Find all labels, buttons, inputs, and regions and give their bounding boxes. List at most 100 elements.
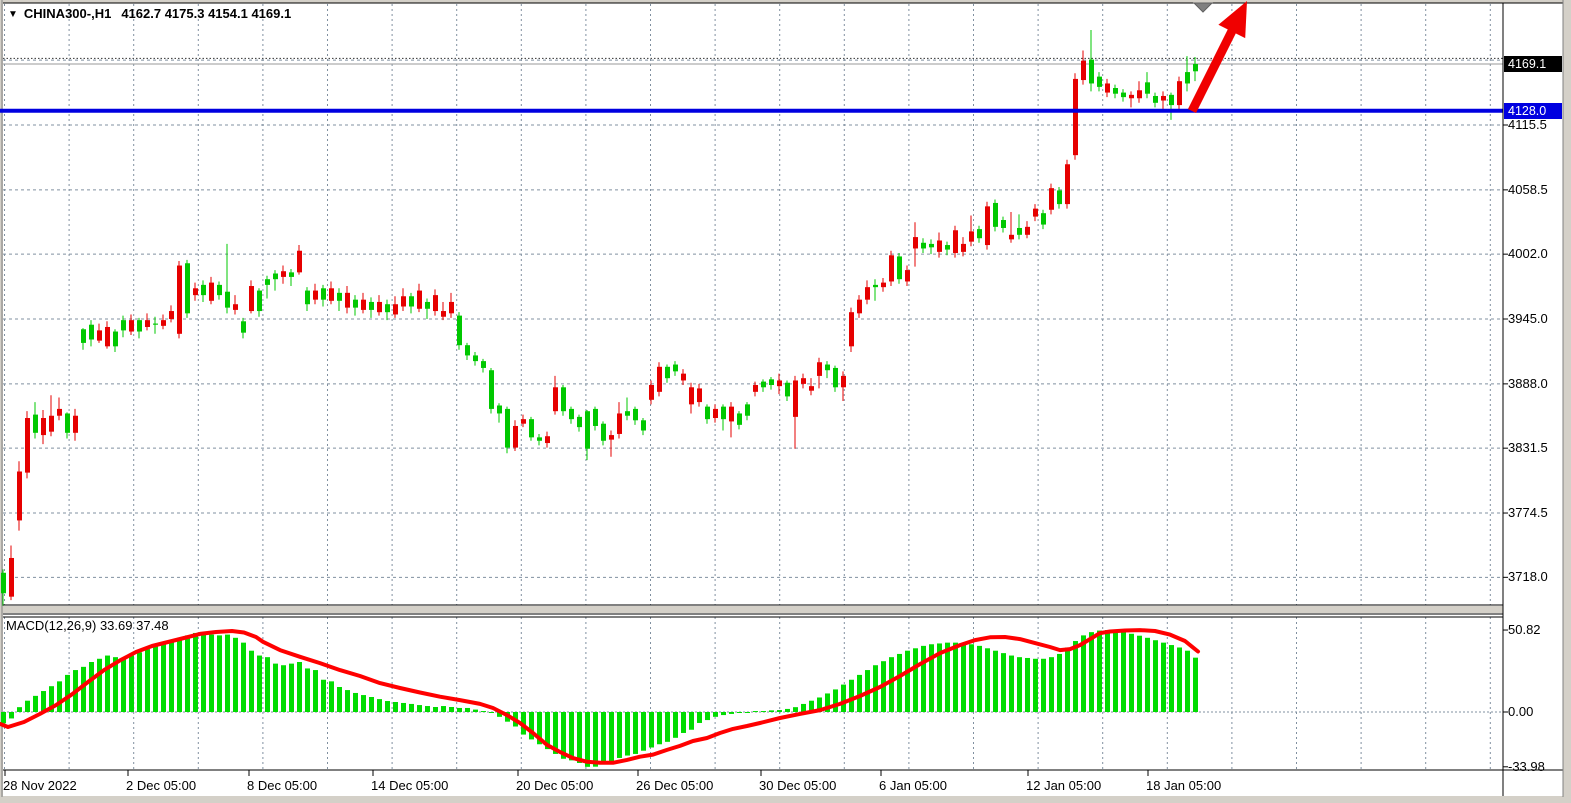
candle-bearish [25,418,30,473]
candle-bearish [881,282,886,288]
candle-bearish [1073,78,1078,156]
macd-bar [1073,641,1078,712]
macd-bar [449,707,454,712]
candle-bullish [641,420,646,431]
candle-bullish [873,284,878,288]
candle-bearish [73,415,78,433]
macd-bar [793,707,798,712]
macd-bar [905,650,910,712]
macd-bar [17,707,22,712]
macd-bar [657,712,662,745]
current-price-badge: 4169.1 [1504,56,1562,72]
macd-bar [889,657,894,712]
candle-bullish [673,364,678,372]
price-axis-label: 3831.5 [1508,440,1548,456]
macd-bar [361,695,366,712]
candle-bearish [937,240,942,252]
candle-bullish [65,413,70,433]
candle-bearish [841,375,846,388]
candle-bearish [617,413,622,434]
macd-bar [281,665,286,712]
macd-bar [417,705,422,712]
candle-bullish [993,202,998,227]
macd-histogram [1,630,1198,767]
macd-bar [1105,630,1110,712]
candle-bearish [1065,164,1070,205]
macd-bar [553,712,558,754]
price-axis-label: 3888.0 [1508,375,1548,391]
candle-bullish [537,437,542,441]
macd-bar [33,695,38,712]
macd-bar [353,692,358,712]
macd-bar [537,712,542,745]
candle-bearish [1177,81,1182,106]
candle-bullish [945,245,950,250]
candle-bullish [505,408,510,448]
macd-bar [433,707,438,712]
macd-bar [649,712,654,748]
down-triangle-marker[interactable] [1192,2,1214,13]
candle-bullish [289,272,294,277]
candle-bearish [865,287,870,300]
macd-bar [465,707,470,712]
candle-bearish [1105,83,1110,93]
candle-bullish [1185,72,1190,84]
macd-bar [1065,647,1070,712]
macd-bar [185,635,190,712]
macd-bar [697,712,702,723]
candle-bullish [721,406,726,420]
macd-value: 33.69 [99,618,133,633]
macd-bar [857,674,862,712]
macd-bar [601,712,606,763]
time-axis-label: 30 Dec 05:00 [759,778,837,793]
candle-bearish [889,255,894,282]
macd-bar [97,658,102,712]
candle-bullish [1041,213,1046,225]
candle-bullish [633,408,638,421]
macd-bar [377,699,382,712]
macd-bar [681,712,686,733]
time-axis-label: 2 Dec 05:00 [126,778,197,793]
candle-bearish [9,557,14,597]
macd-bar [1097,630,1102,712]
price-axis-label: 4002.0 [1508,246,1548,262]
candle-bearish [209,282,214,301]
candle-bearish [41,418,46,436]
macd-bar [1001,653,1006,712]
macd-signal-line [0,628,1200,765]
candle-bullish [153,323,158,325]
trend-arrow-shaft[interactable] [1187,24,1239,114]
pane-separator[interactable] [3,606,1503,613]
macd-bar [409,703,414,712]
candle-bearish [249,286,254,312]
candlestick-series [1,29,1198,606]
symbol-dropdown-icon[interactable]: ▼ [8,9,18,20]
macd-bar [713,712,718,717]
macd-bar [1025,657,1030,712]
candle-bullish [561,387,566,412]
macd-bar [737,712,742,713]
candle-bullish [1,572,6,594]
macd-bar [385,701,390,712]
time-axis-label: 12 Jan 05:00 [1026,778,1102,793]
macd-bar [721,712,726,716]
macd-bar [121,657,126,712]
candle-bullish [929,243,934,248]
candle-bearish [417,290,422,309]
candle-bullish [1113,88,1118,94]
trend-arrow-head[interactable] [1218,1,1247,39]
candle-bearish [657,366,662,392]
macd-bar [81,666,86,712]
candle-bullish [577,416,582,428]
macd-bar [1,712,6,724]
candle-bullish [369,301,374,310]
hline-price-badge: 4128.0 [1504,102,1562,119]
candle-bearish [681,373,686,381]
candle-bearish [401,296,406,307]
candle-bearish [689,387,694,405]
candle-bearish [57,408,62,416]
candle-bearish [169,311,174,320]
macd-bar [529,712,534,740]
macd-bar [153,645,158,712]
